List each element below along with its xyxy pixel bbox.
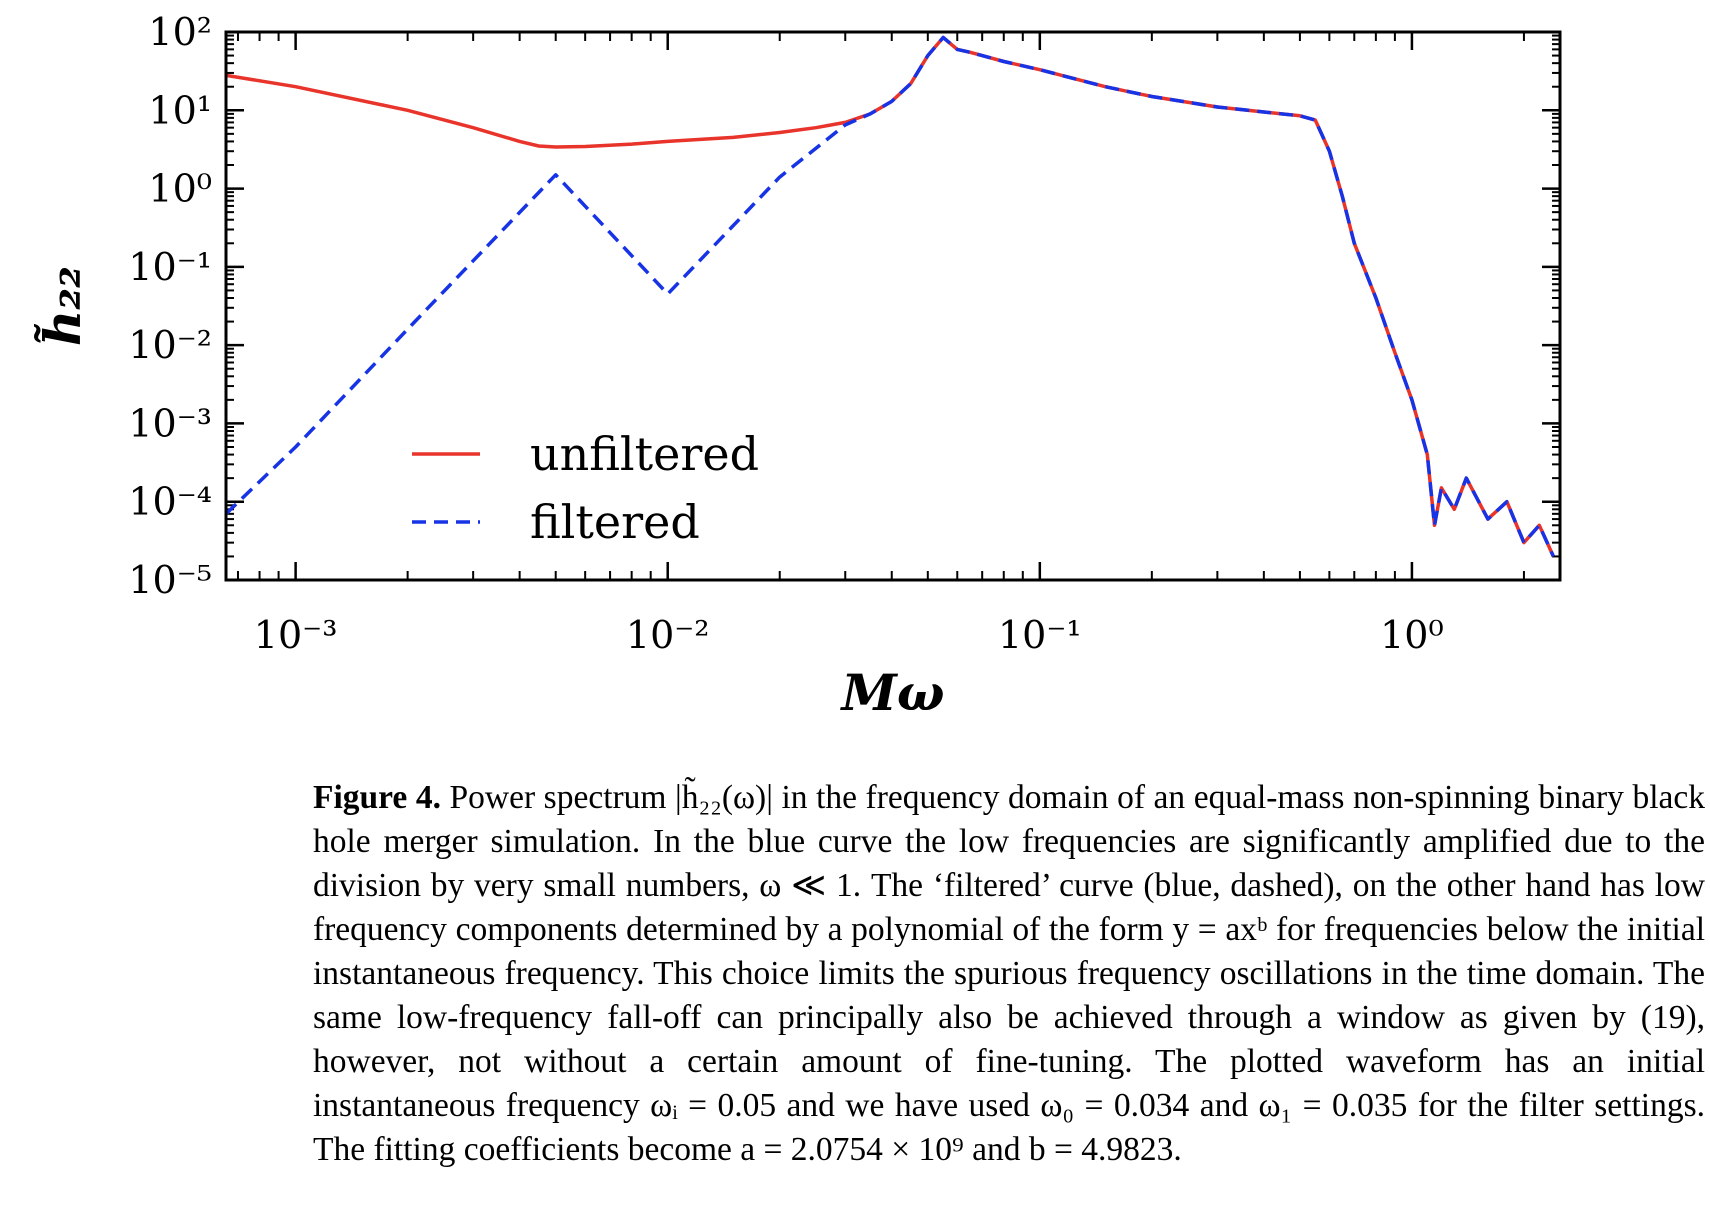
- legend-label-unfiltered: unfiltered: [530, 427, 759, 481]
- y-tick-label: 10⁻³: [128, 401, 212, 445]
- y-tick-labels: 10² 10¹ 10⁰ 10⁻¹ 10⁻² 10⁻³ 10⁻⁴ 10⁻⁵: [128, 10, 212, 602]
- x-tick-label: 10⁻³: [254, 613, 338, 657]
- y-tick-label: 10⁰: [148, 167, 212, 211]
- x-tick-labels: 10⁻³ 10⁻² 10⁻¹ 10⁰: [254, 613, 1444, 657]
- y-tick-label: 10⁻²: [128, 323, 212, 367]
- y-tick-label: 10⁻⁵: [128, 558, 212, 602]
- x-tick-label: 10⁰: [1380, 613, 1444, 657]
- figure-caption: Figure 4. Power spectrum |h̃₂₂(ω)| in th…: [313, 776, 1705, 1172]
- x-axis-label: Mω: [840, 663, 945, 720]
- y-tick-label: 10²: [148, 10, 212, 54]
- power-spectrum-chart: 10⁻³ 10⁻² 10⁻¹ 10⁰ 10²10¹10⁰10⁻¹10⁻²10⁻³10⁻…: [33, 10, 1562, 720]
- series-layer: [226, 35, 1555, 558]
- y-tick-label: 10⁻¹: [128, 245, 212, 289]
- y-axis-label: h̃₂₂: [33, 266, 92, 346]
- plot-frame: [224, 30, 1562, 582]
- x-tick-label: 10⁻²: [626, 613, 710, 657]
- y-tick-label: 10⁻⁴: [128, 480, 212, 524]
- legend: unfiltered filtered: [412, 427, 759, 549]
- x-tick-label: 10⁻¹: [998, 613, 1082, 657]
- caption-figure-number: Figure 4.: [313, 779, 441, 816]
- y-tick-label: 10¹: [148, 88, 212, 132]
- legend-label-filtered: filtered: [530, 495, 700, 549]
- caption-text: Power spectrum |h̃₂₂(ω)| in the frequenc…: [313, 779, 1705, 1168]
- series-line-filtered: [226, 35, 1555, 558]
- series-line-unfiltered: [226, 35, 1555, 558]
